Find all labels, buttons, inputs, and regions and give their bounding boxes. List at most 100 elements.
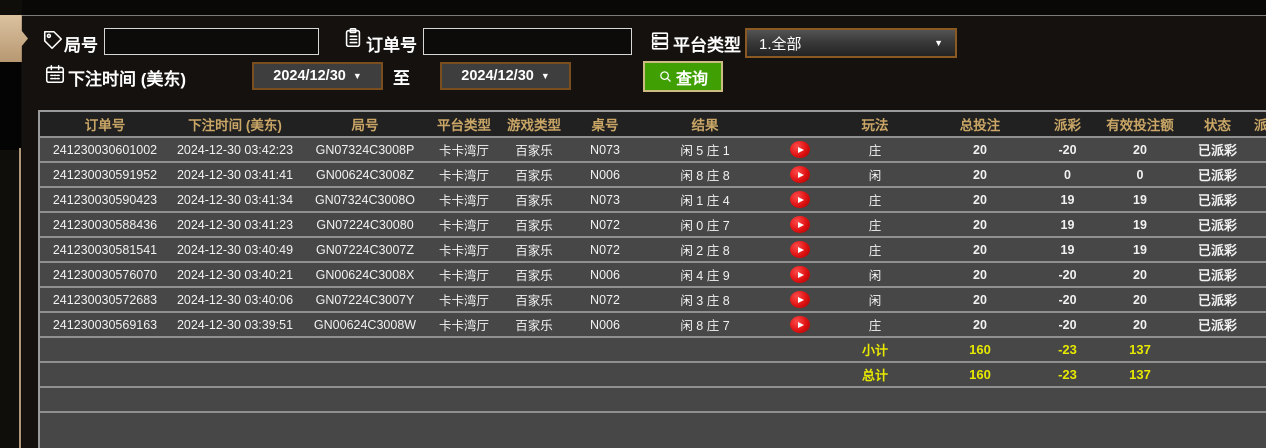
cell-payout: 19	[1060, 242, 1075, 257]
date-to-value: 2024/12/30	[461, 68, 534, 84]
replay-video-button[interactable]	[790, 191, 810, 208]
cell-round-no: GN07224C30080	[316, 217, 414, 232]
subtotal-total-bet: 160	[969, 342, 991, 357]
table-body: 241230030601002 2024-12-30 03:42:23 GN07…	[40, 138, 1266, 338]
cell-platform: 卡卡湾厅	[438, 319, 489, 333]
collapse-tab[interactable]	[0, 15, 28, 62]
header-bet-type: 玩法	[861, 118, 889, 133]
table-row: 241230030588436 2024-12-30 03:41:23 GN07…	[40, 213, 1266, 238]
cell-status: 已派彩	[1197, 193, 1237, 208]
cell-valid-bet: 20	[1133, 142, 1147, 157]
total-label: 总计	[861, 368, 888, 383]
cell-bet-type: 庄	[868, 244, 882, 258]
table-row: 241230030576070 2024-12-30 03:40:21 GN00…	[40, 263, 1266, 288]
gutter-shadow	[0, 62, 21, 150]
cell-platform: 卡卡湾厅	[438, 144, 489, 158]
cell-valid-bet: 20	[1133, 267, 1147, 282]
play-icon	[798, 246, 804, 253]
cell-game-type: 百家乐	[515, 319, 553, 333]
cell-game-type: 百家乐	[515, 194, 553, 208]
cell-bet-time: 2024-12-30 03:42:23	[176, 142, 294, 157]
play-icon	[798, 271, 804, 278]
cell-payout-time	[1250, 238, 1266, 261]
header-game-type: 游戏类型	[507, 118, 561, 133]
cell-video	[770, 288, 830, 311]
order-no-input[interactable]	[423, 28, 632, 55]
cell-platform: 卡卡湾厅	[438, 244, 489, 258]
cell-result: 闲 5 庄 1	[680, 144, 730, 158]
platform-type-select[interactable]: 1.全部 ▼	[745, 28, 957, 58]
header-round-no: 局号	[351, 118, 379, 133]
replay-video-button[interactable]	[790, 241, 810, 258]
cell-bet-time: 2024-12-30 03:41:23	[176, 217, 294, 232]
caret-down-icon: ▼	[934, 37, 943, 48]
cell-payout-time	[1250, 138, 1266, 161]
cell-valid-bet: 19	[1133, 217, 1147, 232]
total-row: 总计 160 -23 137	[40, 363, 1266, 388]
cell-order-no: 241230030572683	[52, 292, 158, 307]
cell-payout: 19	[1060, 192, 1075, 207]
play-icon	[798, 196, 804, 203]
cell-result: 闲 4 庄 9	[680, 269, 730, 283]
cell-order-no: 241230030576070	[52, 267, 158, 282]
cell-result: 闲 3 庄 8	[680, 294, 730, 308]
replay-video-button[interactable]	[790, 291, 810, 308]
cell-video	[770, 138, 830, 161]
search-button[interactable]: 查询	[643, 61, 723, 92]
cell-status: 已派彩	[1197, 143, 1237, 158]
cell-result: 闲 0 庄 7	[680, 219, 730, 233]
cell-order-no: 241230030591952	[52, 167, 158, 182]
cell-result: 闲 2 庄 8	[680, 244, 730, 258]
cell-table-no: N006	[590, 267, 620, 282]
subtotal-valid-bet: 137	[1129, 342, 1151, 357]
cell-payout-time	[1250, 188, 1266, 211]
table-row: 241230030590423 2024-12-30 03:41:34 GN07…	[40, 188, 1266, 213]
header-valid-bet: 有效投注额	[1106, 118, 1174, 133]
panel-left-edge	[19, 148, 21, 448]
cell-valid-bet: 20	[1133, 292, 1147, 307]
replay-video-button[interactable]	[790, 316, 810, 333]
magnifier-icon	[660, 71, 671, 82]
cell-video	[770, 213, 830, 236]
cell-status: 已派彩	[1197, 243, 1237, 258]
cell-status: 已派彩	[1197, 293, 1237, 308]
cell-status: 已派彩	[1197, 318, 1237, 333]
cell-game-type: 百家乐	[515, 244, 553, 258]
date-to-picker[interactable]: 2024/12/30 ▼	[440, 62, 571, 90]
total-payout: -23	[1058, 367, 1077, 382]
replay-video-button[interactable]	[790, 266, 810, 283]
game-no-input[interactable]	[104, 28, 319, 55]
cell-total-bet: 20	[973, 192, 987, 207]
caret-down-icon: ▼	[540, 70, 550, 81]
play-icon	[798, 296, 804, 303]
play-icon	[798, 171, 804, 178]
cell-round-no: GN07324C3008O	[314, 192, 416, 207]
subtotal-row: 小计 160 -23 137	[40, 338, 1266, 363]
cell-bet-time: 2024-12-30 03:40:21	[176, 267, 294, 282]
header-bet-time: 下注时间 (美东)	[188, 118, 282, 133]
panel-top-border	[22, 15, 1266, 16]
cell-bet-time: 2024-12-30 03:40:06	[176, 292, 294, 307]
to-label: 至	[393, 69, 410, 88]
replay-video-button[interactable]	[790, 216, 810, 233]
replay-video-button[interactable]	[790, 141, 810, 158]
cell-round-no: GN00624C3008X	[315, 267, 415, 282]
table-row: 241230030601002 2024-12-30 03:42:23 GN07…	[40, 138, 1266, 163]
cell-total-bet: 20	[973, 167, 987, 182]
cell-total-bet: 20	[973, 267, 987, 282]
cell-payout-time	[1250, 163, 1266, 186]
cell-bet-time: 2024-12-30 03:40:49	[176, 242, 294, 257]
cell-table-no: N073	[590, 142, 620, 157]
table-row: 241230030591952 2024-12-30 03:41:41 GN00…	[40, 163, 1266, 188]
clipboard-icon	[342, 27, 364, 49]
cell-video	[770, 188, 830, 211]
header-order-no: 订单号	[84, 118, 126, 133]
cell-valid-bet: 20	[1133, 317, 1147, 332]
cell-platform: 卡卡湾厅	[438, 169, 489, 183]
replay-video-button[interactable]	[790, 166, 810, 183]
caret-down-icon: ▼	[352, 70, 362, 81]
play-icon	[798, 221, 804, 228]
date-from-picker[interactable]: 2024/12/30 ▼	[252, 62, 383, 90]
empty-row	[40, 388, 1266, 413]
cell-platform: 卡卡湾厅	[438, 269, 489, 283]
